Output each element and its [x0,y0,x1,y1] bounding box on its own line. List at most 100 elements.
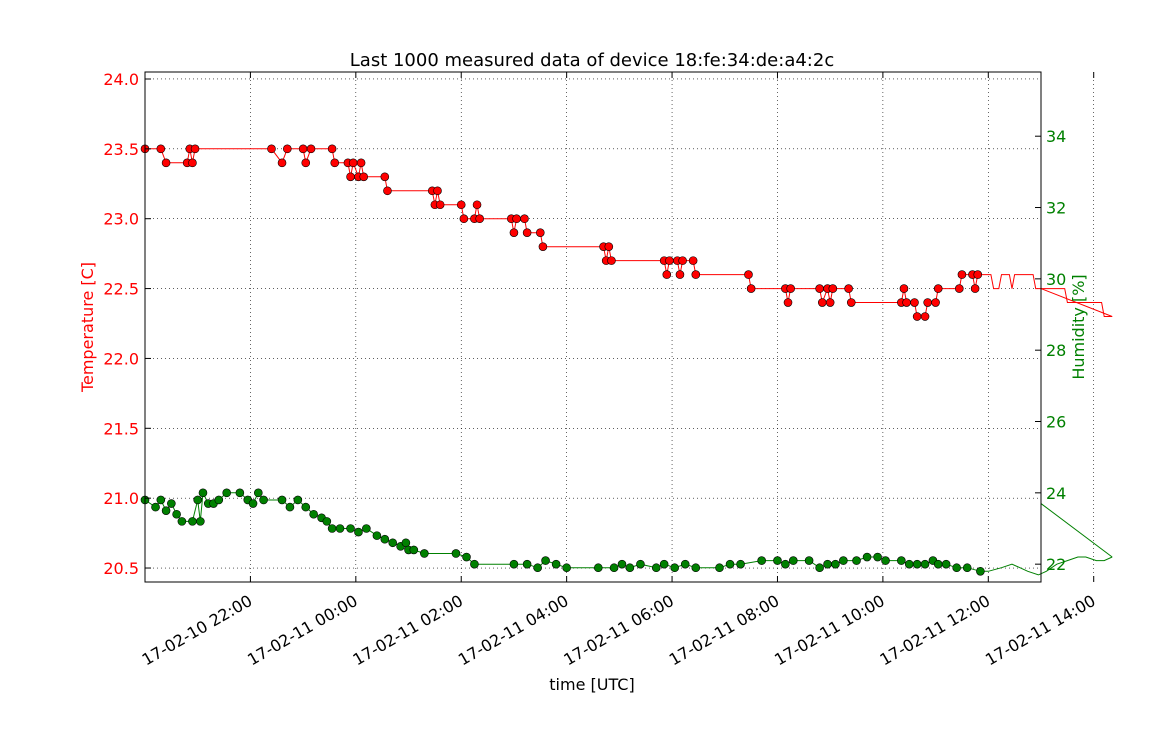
series-left-point [920,312,930,321]
series-left-point [459,214,469,224]
series-left-point [538,242,548,251]
series-right-point [941,559,951,569]
series-right-point [327,524,337,533]
series-left-point [433,186,442,196]
series-right-point [691,563,701,573]
series-right-point [161,506,171,515]
y-left-tick-label: 21.0 [103,489,139,508]
series-left-point [691,270,701,279]
series-left-point [298,144,308,154]
series-left-point [327,144,337,154]
series-right-point [322,517,332,526]
series-left-point [383,186,392,196]
series-right-point [254,488,263,498]
series-left-point [844,284,853,293]
series-left-point [356,158,366,168]
series-left-point [970,284,980,293]
series-right-point [757,556,766,565]
series-left-point [475,214,484,224]
series-right-point [551,559,561,569]
series-right-point [362,524,371,533]
series-right-point [214,495,224,505]
series-right-point [881,556,890,565]
series-right-point [193,495,203,505]
series-layer [140,144,1113,576]
series-left-point [509,228,519,237]
series-left-point [190,144,200,154]
series-right-point [151,502,160,512]
series-right-point [920,559,930,569]
series-left-point [512,214,521,224]
series-right-point [420,549,429,558]
series-left-point [846,298,856,307]
y-left-tick-label: 23.5 [103,140,139,159]
series-left-point [957,270,967,279]
series-right-point [177,517,187,526]
series-left-point [931,298,940,307]
series-right-point [372,531,382,540]
series-right-point [680,559,690,569]
series-left-point [828,284,838,293]
series-right-point [509,559,519,569]
series-left-point [973,270,983,279]
series-left-point [535,228,545,237]
plot-frame [144,71,1042,583]
series-right-point [354,527,363,537]
series-left-point [662,270,672,279]
series-right-point [388,538,398,548]
series-left-point [277,158,287,168]
series-right-point [636,559,645,569]
y-right-tick-label: 22 [1046,555,1066,574]
series-left-point [435,200,445,210]
series-right-point [470,559,479,569]
series-right-point [248,499,258,508]
series-right-point [781,559,790,569]
series-left-point [346,172,355,182]
chart-title: Last 1000 measured data of device 18:fe:… [350,50,834,71]
series-right-point [451,549,461,558]
series-right-point [788,556,798,565]
series-left-point [678,256,687,265]
series-right-point [952,563,961,573]
series-left-point [955,284,964,293]
series-right-point [593,563,603,573]
series-right-point [904,559,914,569]
series-right-point [196,517,205,526]
series-right-point [804,556,814,565]
series-left-point [156,144,166,154]
y-left-tick-label: 21.5 [103,419,139,438]
series-right-point [309,509,318,519]
series-left-point [267,144,276,154]
series-right-point [277,495,287,505]
series-left-point [675,270,685,279]
y-left-axis-label: Temperature [C] [78,262,97,393]
series-left-point [380,172,390,182]
series-right-point [897,556,906,565]
series-left-point [933,284,943,293]
y-right-tick-label: 28 [1046,341,1066,360]
series-left-point [283,144,292,154]
series-right-point [715,563,724,573]
series-left-point [520,214,529,224]
series-left-point [348,158,358,168]
series-right-point [823,559,832,569]
series-right-point [773,556,782,565]
series-right-point [852,556,861,565]
series-right-point [651,563,661,573]
series-right-point [533,563,542,573]
series-left-point [817,298,827,307]
series-right-point [462,552,471,562]
series-left-point [665,256,674,265]
series-left-point [902,298,911,307]
y-right-tick-label: 30 [1046,270,1066,289]
series-left-point [472,200,482,210]
y-right-tick-label: 26 [1046,413,1066,432]
series-right-point [617,559,627,569]
y-right-tick-label: 24 [1046,484,1066,503]
y-right-tick-label: 34 [1046,127,1066,146]
series-right-point [167,499,176,508]
series-right-point [609,563,619,573]
series-left-point [688,256,698,265]
